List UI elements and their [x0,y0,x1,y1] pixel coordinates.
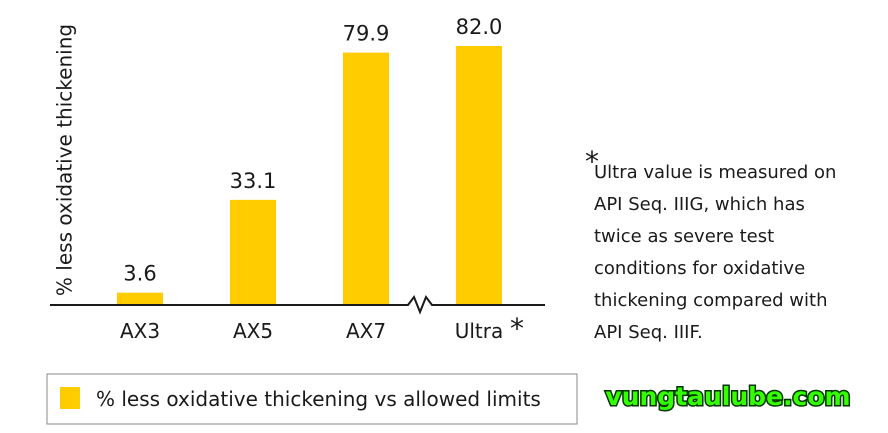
note-line: twice as severe test [594,226,774,247]
x-tick-label: AX7 [346,319,386,343]
bar [230,199,276,304]
note-line: thickening compared with [594,290,828,311]
x-tick-label: Ultra [455,319,504,343]
value-label: 33.1 [230,169,277,193]
x-tick-label: AX5 [233,319,273,343]
note-line: API Seq. IIIF. [594,322,703,343]
note-line: API Seq. IIIG, which has [594,194,805,215]
legend-box [46,373,578,425]
note-line: Ultra value is measured on [594,162,836,183]
value-label: 82.0 [456,15,503,39]
legend-swatch [60,387,80,409]
category-marker: * [510,312,524,345]
bar [343,52,389,305]
value-label: 79.9 [343,22,390,46]
value-label: 3.6 [123,262,156,286]
bar [456,46,502,304]
legend-label: % less oxidative thickening vs allowed l… [96,387,541,411]
x-tick-label: AX3 [120,319,160,343]
y-axis-label: % less oxidative thickening [53,24,77,296]
note-line: conditions for oxidative [594,258,805,279]
note-marker: * [585,145,599,178]
watermark: vungtaulube.com [605,382,850,411]
baseline [50,294,545,315]
bar [117,292,163,304]
